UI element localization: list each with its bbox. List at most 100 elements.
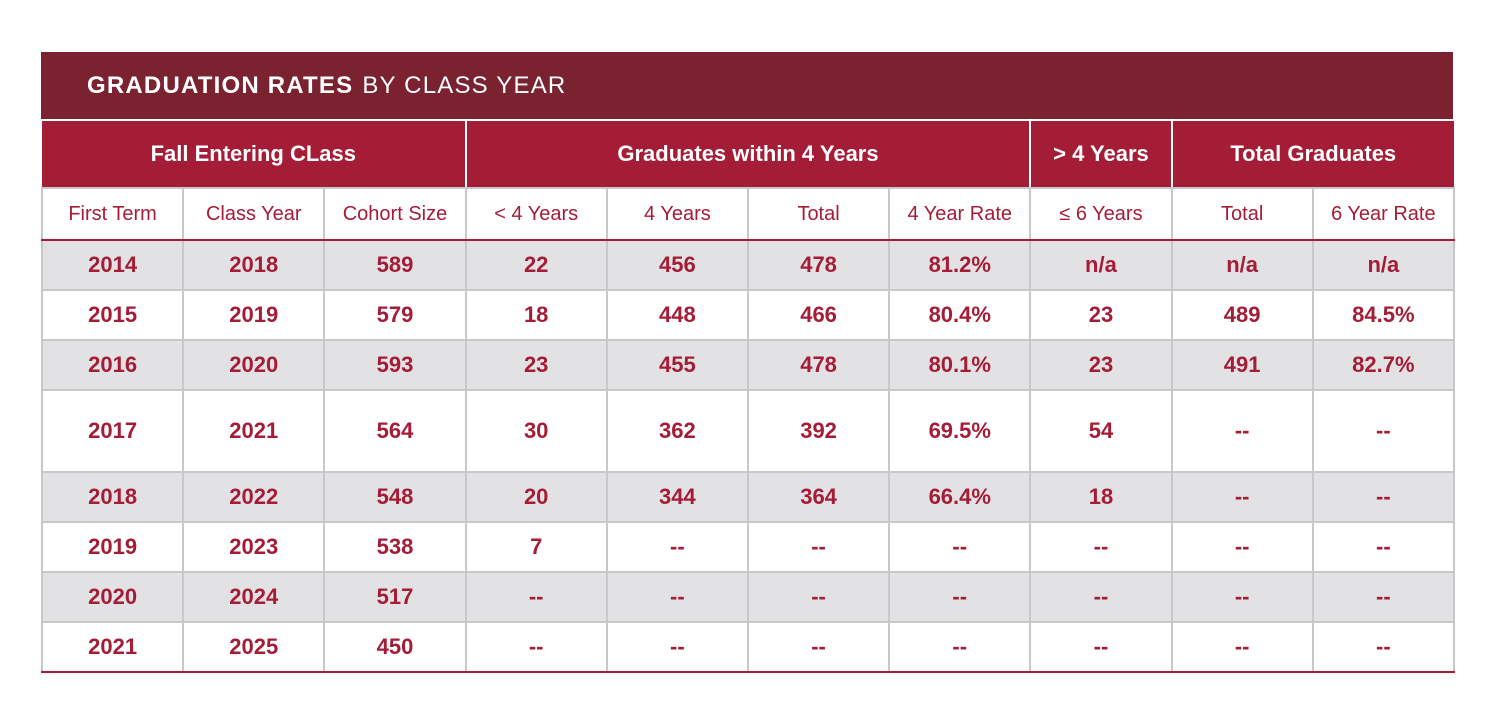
table-cell: 23	[1029, 339, 1173, 391]
table-cell: --	[1029, 571, 1173, 623]
table-cell: 362	[605, 389, 749, 473]
title-light: BY CLASS YEAR	[362, 71, 567, 99]
table-cell: 18	[1029, 471, 1173, 523]
graduation-rates-table: Fall Entering CLass Graduates within 4 Ye…	[40, 121, 1455, 673]
column-header-row: First Term Class Year Cohort Size < 4 Years…	[40, 187, 1455, 241]
table-cell: 30	[464, 389, 608, 473]
table-row: 2020 2024 517 -- -- -- -- -- -- --	[40, 571, 1455, 623]
table-cell: --	[464, 621, 608, 673]
group-header: Graduates within 4 Years	[464, 121, 1032, 189]
table-cell: n/a	[1311, 239, 1455, 291]
column-header: ≤ 6 Years	[1029, 187, 1173, 241]
table-cell: 538	[323, 521, 467, 573]
table-cell: 2018	[40, 471, 185, 523]
table-cell: 392	[746, 389, 891, 473]
table-cell: 2022	[182, 471, 326, 523]
table-row: 2017 2021 564 30 362 392 69.5% 54 -- --	[40, 389, 1455, 473]
table-cell: 2020	[182, 339, 326, 391]
column-header: Cohort Size	[323, 187, 467, 241]
table-cell: 84.5%	[1311, 289, 1455, 341]
table-cell: 589	[323, 239, 467, 291]
table-cell: 69.5%	[888, 389, 1032, 473]
table-cell: 80.1%	[888, 339, 1032, 391]
table-cell: 579	[323, 289, 467, 341]
table-cell: --	[1311, 389, 1455, 473]
table-cell: 2018	[182, 239, 326, 291]
table-cell: --	[605, 571, 749, 623]
column-header: 6 Year Rate	[1311, 187, 1455, 241]
table-cell: --	[605, 521, 749, 573]
table-cell: 2021	[40, 621, 185, 673]
table-cell: --	[746, 621, 891, 673]
column-header: 4 Year Rate	[888, 187, 1032, 241]
group-header: Fall Entering CLass	[42, 121, 467, 189]
table-cell: 450	[323, 621, 467, 673]
table-cell: --	[605, 621, 749, 673]
table-cell: --	[1029, 521, 1173, 573]
table-row: 2015 2019 579 18 448 466 80.4% 23 489 84.5%	[40, 289, 1455, 341]
table-cell: 80.4%	[888, 289, 1032, 341]
table-cell: 593	[323, 339, 467, 391]
table-cell: 23	[464, 339, 608, 391]
column-header: < 4 Years	[464, 187, 608, 241]
table-cell: 54	[1029, 389, 1173, 473]
title-bold: GRADUATION RATES	[87, 71, 354, 99]
table-cell: 22	[464, 239, 608, 291]
group-header-row: Fall Entering CLass Graduates within 4 Ye…	[42, 121, 1454, 189]
table-cell: 491	[1170, 339, 1314, 391]
table-cell: 2021	[182, 389, 326, 473]
table-cell: 517	[323, 571, 467, 623]
table-cell: 2014	[40, 239, 185, 291]
table-cell: --	[1311, 621, 1455, 673]
table-cell: 456	[605, 239, 749, 291]
group-header: Total Graduates	[1170, 121, 1454, 189]
table-cell: 448	[605, 289, 749, 341]
table-row: 2016 2020 593 23 455 478 80.1% 23 491 82.7%	[40, 339, 1455, 391]
column-header: Total	[746, 187, 891, 241]
table-row: 2019 2023 538 7 -- -- -- -- -- --	[40, 521, 1455, 573]
table-cell: --	[1170, 571, 1314, 623]
table-cell: --	[888, 571, 1032, 623]
table-row: 2014 2018 589 22 456 478 81.2% n/a n/a n/a	[40, 239, 1455, 291]
table-cell: 2019	[40, 521, 185, 573]
table-cell: 66.4%	[888, 471, 1032, 523]
column-header: Class Year	[182, 187, 326, 241]
table-cell: --	[1170, 521, 1314, 573]
table-cell: 2025	[182, 621, 326, 673]
group-header: > 4 Years	[1029, 121, 1173, 189]
table-cell: 344	[605, 471, 749, 523]
table-cell: --	[746, 521, 891, 573]
table-cell: --	[1311, 471, 1455, 523]
table-cell: 20	[464, 471, 608, 523]
table-cell: --	[1170, 471, 1314, 523]
table-cell: 478	[746, 239, 891, 291]
table-cell: 18	[464, 289, 608, 341]
table-cell: --	[464, 571, 608, 623]
table-cell: n/a	[1170, 239, 1314, 291]
table-cell: 2020	[40, 571, 185, 623]
table-body: 2014 2018 589 22 456 478 81.2% n/a n/a n/a 2015 201…	[40, 239, 1455, 673]
table-cell: 7	[464, 521, 608, 573]
table-cell: --	[888, 621, 1032, 673]
table-cell: 2024	[182, 571, 326, 623]
table-cell: 2015	[40, 289, 185, 341]
column-header: 4 Years	[605, 187, 749, 241]
table-title-bar: GRADUATION RATES BY CLASS YEAR	[41, 52, 1453, 121]
table-cell: 2023	[182, 521, 326, 573]
table-cell: 564	[323, 389, 467, 473]
table-cell: 81.2%	[888, 239, 1032, 291]
table-cell: 82.7%	[1311, 339, 1455, 391]
table-cell: --	[1311, 571, 1455, 623]
table-cell: --	[1029, 621, 1173, 673]
table-cell: 2019	[182, 289, 326, 341]
table-cell: 23	[1029, 289, 1173, 341]
table-row: 2021 2025 450 -- -- -- -- -- -- --	[40, 621, 1455, 673]
table-cell: 364	[746, 471, 891, 523]
table-cell: 478	[746, 339, 891, 391]
table-cell: 2016	[40, 339, 185, 391]
table-row: 2018 2022 548 20 344 364 66.4% 18 -- --	[40, 471, 1455, 523]
table-cell: 489	[1170, 289, 1314, 341]
column-header: Total	[1170, 187, 1314, 241]
table-cell: 455	[605, 339, 749, 391]
table-cell: --	[888, 521, 1032, 573]
